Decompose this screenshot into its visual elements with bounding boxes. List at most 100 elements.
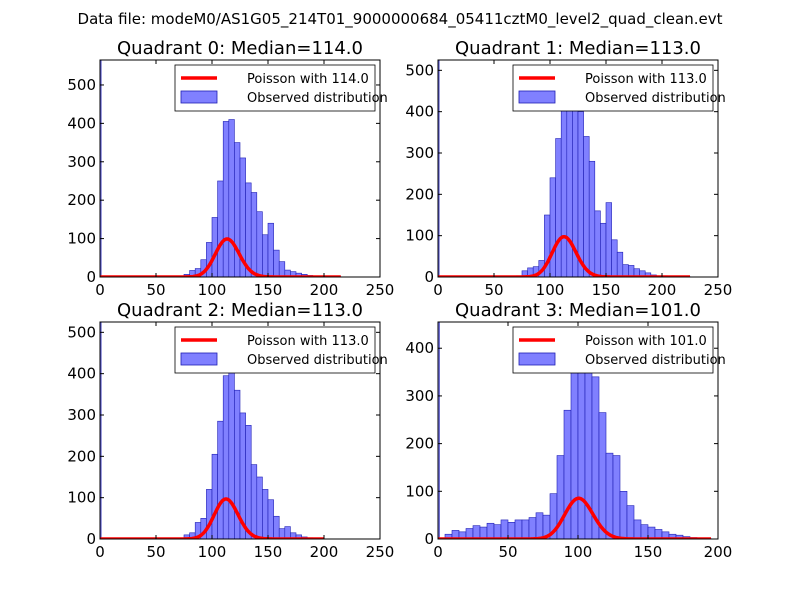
poisson-curve: [438, 496, 712, 539]
histogram-bar: [626, 505, 635, 539]
y-tick-label: 0: [86, 530, 96, 548]
y-tick-label: 200: [405, 185, 434, 203]
legend: Poisson with 113.0 Observed distribution: [174, 326, 388, 374]
histogram-bar: [521, 519, 530, 539]
histogram-bar: [633, 519, 642, 539]
histogram-bar: [262, 489, 269, 539]
poisson-curve: [438, 234, 691, 277]
legend-frame: [174, 326, 376, 374]
y-tick-label: 200: [67, 191, 96, 209]
histogram-bars: [438, 60, 691, 277]
histogram-bar: [588, 160, 596, 277]
subplot-quadrant-3: 0 50 100 150 200 0 100 200 300 400 Quadrant 3: Med…: [405, 300, 732, 561]
histogram-bar-outlier: [100, 322, 102, 539]
poisson-curve: [100, 497, 325, 539]
legend-bar-swatch: [518, 352, 556, 366]
y-tick-label: 0: [86, 268, 96, 286]
subplot-title: Quadrant 3: Median=101.0: [455, 300, 701, 321]
histogram-bar: [222, 121, 230, 277]
y-tick-label: 200: [405, 435, 434, 453]
histogram-bar: [211, 453, 218, 539]
subplots: 0 50 100 150 200 2500100200300400500Quadrant …: [67, 38, 732, 561]
x-tick-label: 0: [95, 281, 105, 299]
x-tick-label: 150: [254, 543, 283, 561]
histogram-bar: [514, 519, 523, 539]
histogram-bar: [570, 371, 579, 539]
legend: Poisson with 113.0 Observed distribution: [512, 64, 726, 112]
x-tick-label: 100: [536, 281, 565, 299]
histogram-bar: [507, 522, 516, 539]
histogram-bar: [600, 222, 607, 277]
legend-entry-observed: Observed distribution: [585, 353, 726, 368]
axes-frame: [99, 321, 381, 540]
x-tick-label: 100: [564, 543, 593, 561]
x-tick-label: 250: [366, 543, 395, 561]
x-tick-label: 100: [198, 543, 227, 561]
histogram-bar: [549, 177, 556, 277]
histogram-bar: [566, 105, 573, 277]
y-tick-label: 100: [67, 489, 96, 507]
legend-bar-swatch: [518, 90, 556, 104]
histogram-bar: [250, 192, 258, 277]
subplot-quadrant-0: 0 50 100 150 200 250 0 100 200 300 400 500 Quadrant …: [67, 38, 394, 299]
histogram-bar: [605, 202, 612, 277]
histogram-bar: [612, 455, 621, 539]
histogram-bar: [222, 375, 230, 539]
y-tick-label: 200: [67, 447, 96, 465]
x-tick-label: 0: [95, 543, 105, 561]
y-tick-label: 400: [405, 103, 434, 121]
y-tick-label: 300: [405, 144, 434, 162]
y-tick-label: 300: [67, 153, 96, 171]
histogram-bar: [647, 526, 656, 539]
histogram-bar: [555, 138, 562, 277]
figure-suptitle: Data file: modeM0/AS1G05_214T01_90000006…: [78, 10, 723, 29]
histogram-bar: [267, 222, 274, 277]
histogram-bar: [493, 524, 502, 539]
subplot-title: Quadrant 1: Median=113.0: [455, 38, 701, 59]
x-tick-label: 50: [484, 281, 503, 299]
histogram-bar: [228, 367, 235, 539]
histogram-bar: [583, 136, 590, 277]
x-tick-label: 200: [310, 543, 339, 561]
legend-bar-swatch: [180, 352, 218, 366]
subplot-quadrant-1: 0 50 100 150 200 250 0 100 200 300 400 500 Quadrant …: [405, 38, 732, 299]
histogram-bars: [100, 322, 325, 539]
x-tick-label: 150: [592, 281, 621, 299]
legend-entry-observed: Observed distribution: [585, 91, 726, 106]
x-tick-label: 0: [433, 281, 443, 299]
x-tick-label: 50: [146, 281, 165, 299]
x-tick-label: 250: [704, 281, 733, 299]
histogram-bar: [273, 249, 280, 277]
legend-entry-poisson: Poisson with 114.0: [247, 72, 369, 87]
histogram-bar-outlier: [100, 60, 102, 277]
histogram-bar: [611, 239, 618, 277]
histogram-bars: [100, 60, 342, 277]
histogram-bar: [605, 452, 614, 539]
x-tick-label: 50: [146, 543, 165, 561]
histogram-bar: [479, 526, 488, 539]
histogram-bar: [284, 526, 291, 539]
histogram-bar: [245, 425, 252, 539]
histogram-bar: [217, 180, 224, 277]
histogram-bar-outlier: [438, 60, 440, 277]
histogram-bar-outlier: [438, 322, 440, 539]
legend-entry-poisson: Poisson with 113.0: [247, 334, 369, 349]
histogram-bar: [563, 409, 572, 539]
histogram-bar: [262, 234, 269, 277]
histogram-bar: [211, 217, 218, 277]
y-tick-label: 400: [405, 339, 434, 357]
histogram-bar: [278, 261, 286, 277]
histogram-bar: [619, 491, 628, 539]
histogram-bar: [528, 517, 537, 539]
x-tick-label: 0: [433, 543, 443, 561]
x-tick-label: 200: [704, 543, 733, 561]
y-tick-label: 100: [405, 482, 434, 500]
histogram-bar: [535, 512, 544, 539]
histogram-bar: [217, 420, 224, 539]
y-tick-label: 0: [424, 530, 434, 548]
y-tick-label: 500: [67, 76, 96, 94]
x-tick-label: 100: [198, 281, 227, 299]
histogram-bar: [206, 489, 213, 539]
y-tick-label: 500: [67, 323, 96, 341]
